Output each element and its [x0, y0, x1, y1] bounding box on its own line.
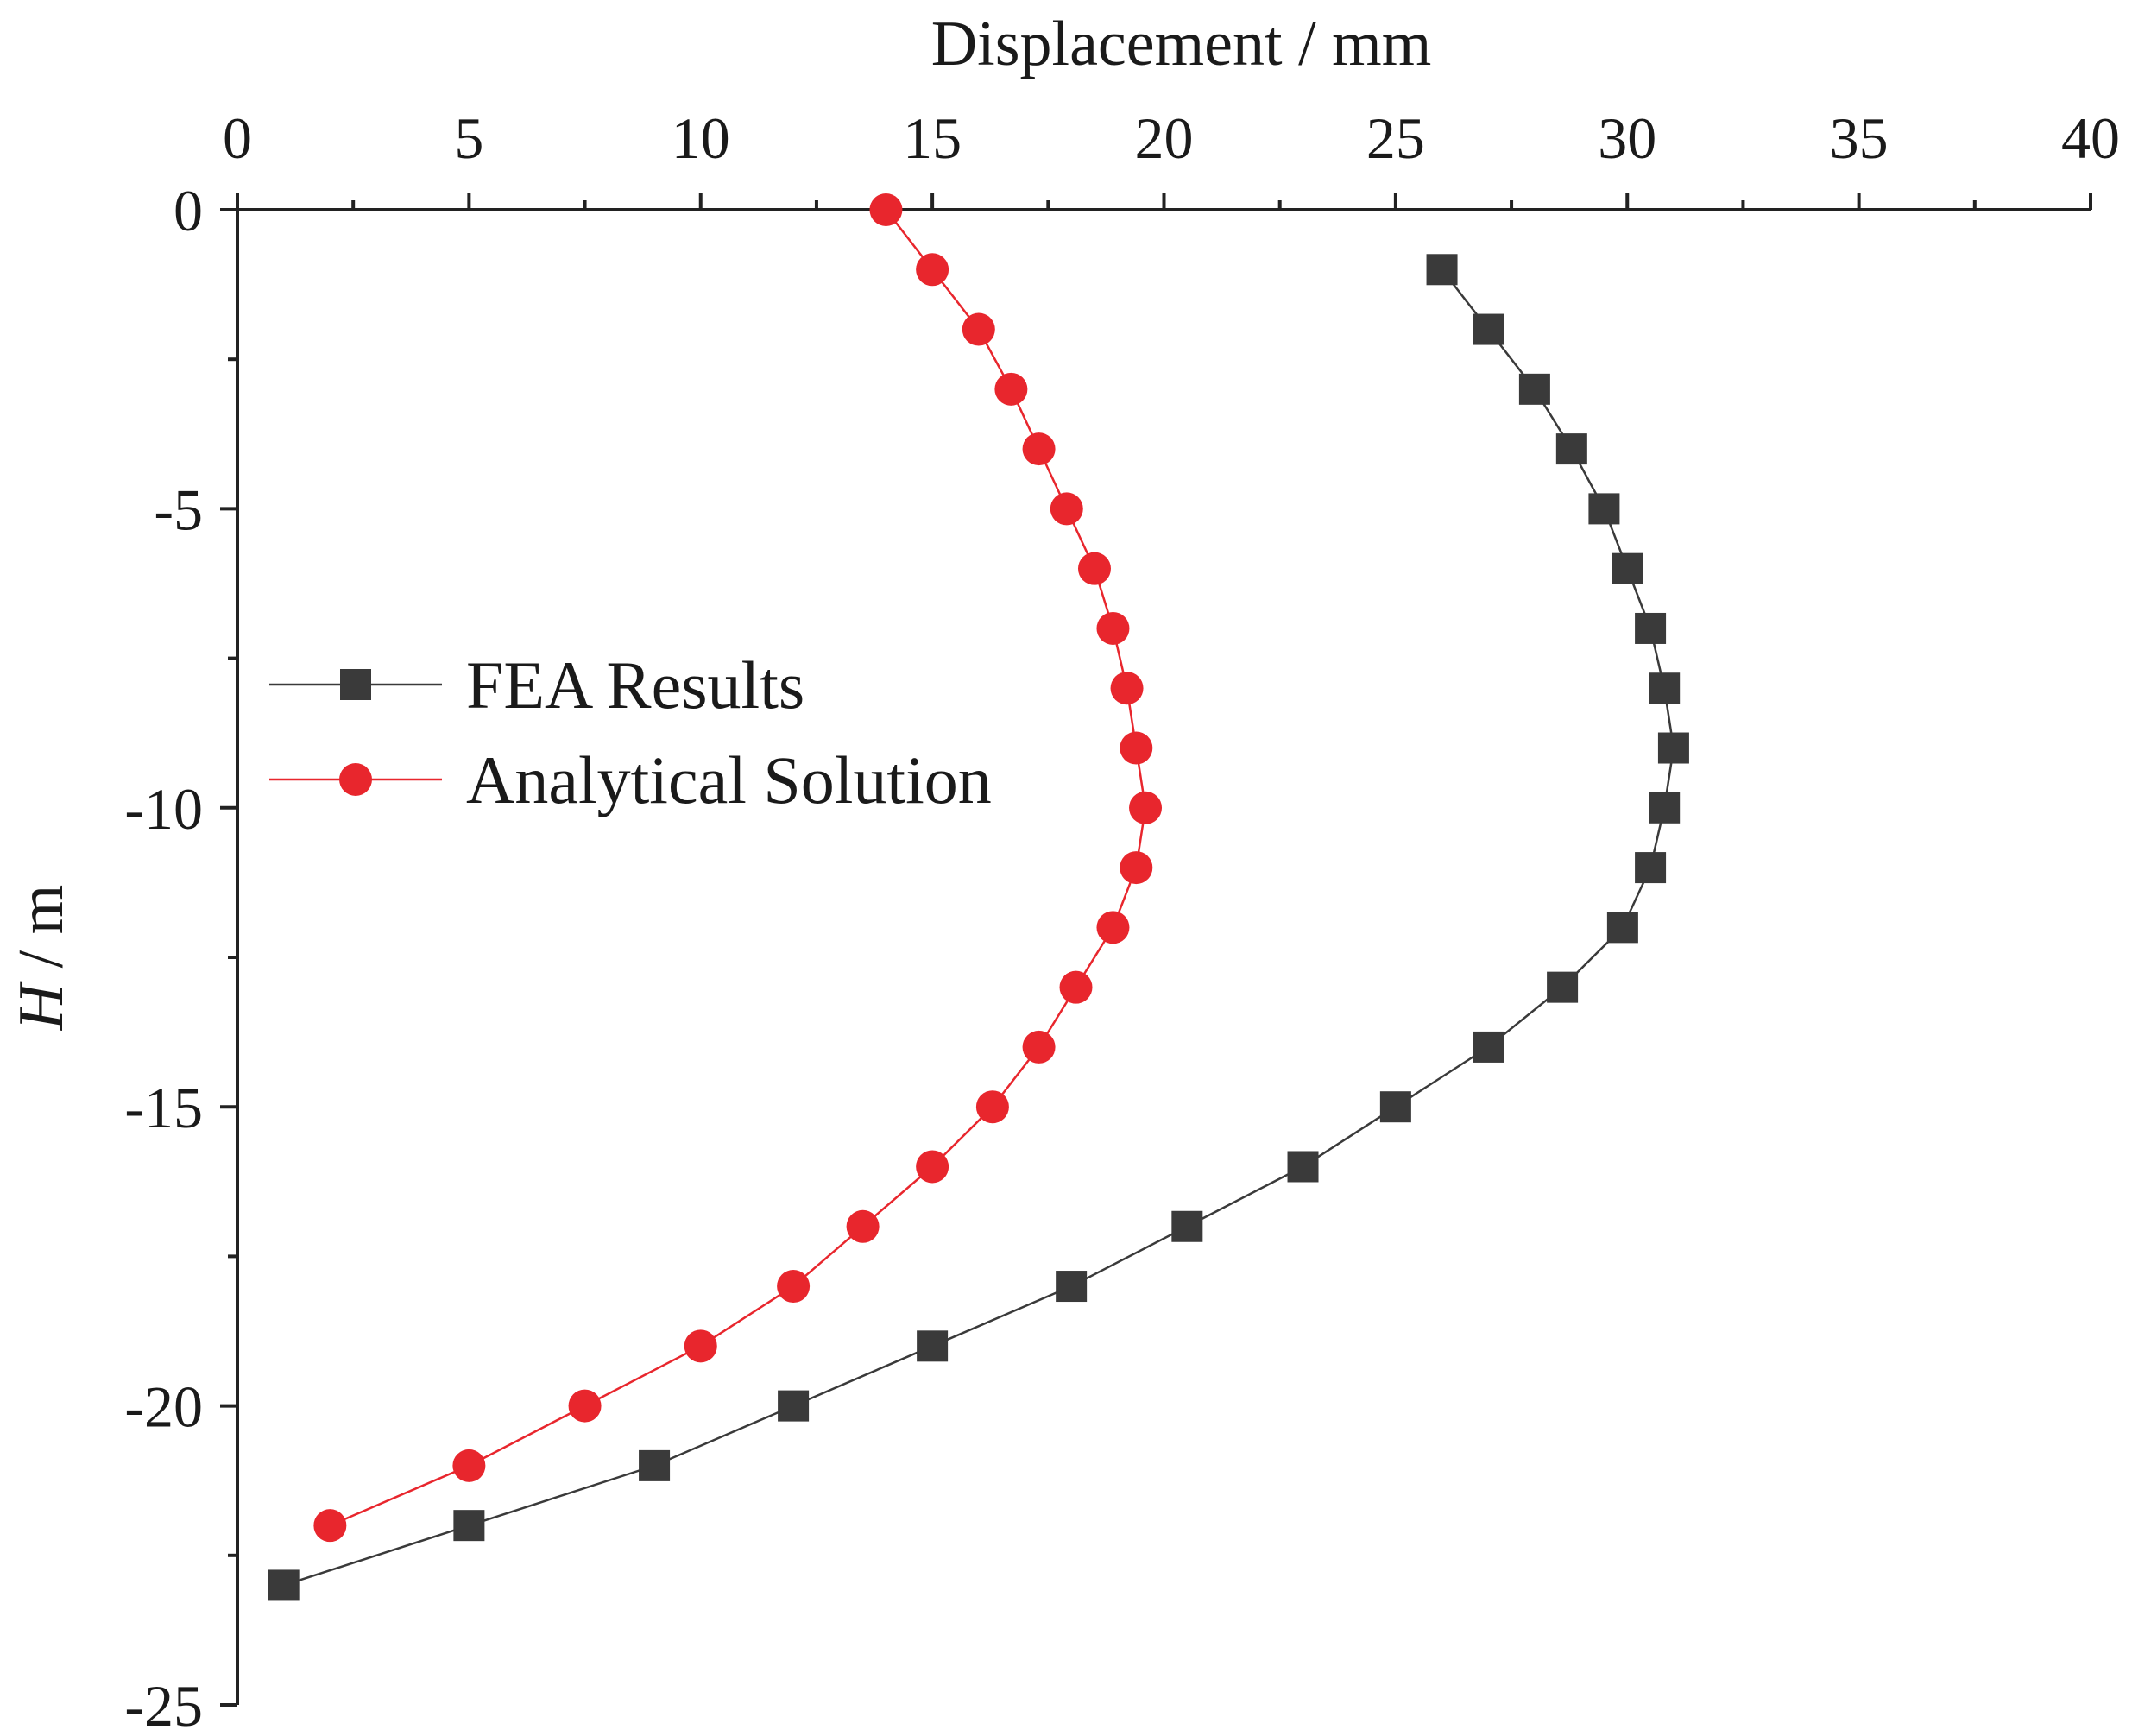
- data-point-square: [1473, 1031, 1504, 1063]
- y-axis-title-symbol: H: [6, 981, 77, 1031]
- data-point-circle: [1050, 492, 1083, 526]
- data-point-square: [1649, 792, 1681, 824]
- data-point-circle: [994, 372, 1028, 406]
- data-point-circle: [1096, 911, 1130, 944]
- data-point-square: [1473, 313, 1504, 345]
- y-axis-ticks: 0 -5 -10 -15 -20 -25: [124, 178, 237, 1736]
- data-point-circle: [1022, 432, 1056, 466]
- x-tick-label: 10: [672, 105, 730, 171]
- x-tick-label: 25: [1366, 105, 1425, 171]
- data-point-circle: [1120, 851, 1153, 885]
- series-line: [329, 209, 1147, 1527]
- y-tick-label: 0: [173, 178, 203, 243]
- data-point-circle: [1110, 672, 1144, 705]
- data-point-square: [1555, 433, 1587, 465]
- data-point-circle: [684, 1329, 717, 1363]
- data-point-square: [1547, 971, 1579, 1003]
- data-point-square: [1612, 552, 1643, 584]
- data-point-circle: [1120, 731, 1153, 765]
- x-tick-label: 15: [903, 105, 962, 171]
- data-point-circle: [1077, 552, 1111, 585]
- data-point-square: [917, 1330, 949, 1362]
- data-point-circle: [452, 1449, 486, 1482]
- x-tick-label: 0: [223, 105, 252, 171]
- data-point-circle: [916, 1150, 949, 1184]
- data-point-circle: [869, 193, 903, 226]
- x-tick-label: 20: [1135, 105, 1194, 171]
- x-axis-title: Displacement / mm: [931, 9, 1432, 79]
- data-point-square: [1657, 732, 1689, 764]
- series-fea-results: [268, 254, 1689, 1601]
- axes: 0 5 10 15 20 25 30 35 40 0 -5 -10 -15 -20 -25: [124, 105, 2120, 1736]
- y-tick-label: -5: [154, 477, 203, 542]
- data-point-square: [778, 1390, 810, 1422]
- series-line: [283, 268, 1675, 1587]
- data-point-square: [1606, 912, 1638, 944]
- data-point-circle: [1022, 1030, 1056, 1064]
- data-point-circle: [568, 1389, 602, 1423]
- legend-label-fea: FEA Results: [466, 647, 804, 723]
- legend-entry-analytical: Analytical Solution: [269, 742, 992, 817]
- data-point-square: [268, 1569, 300, 1601]
- y-tick-label: -20: [124, 1374, 203, 1440]
- data-point-circle: [962, 312, 995, 346]
- data-point-circle: [916, 253, 949, 287]
- legend-label-analytical: Analytical Solution: [466, 742, 992, 817]
- data-point-square: [1635, 612, 1667, 644]
- data-point-circle: [975, 1090, 1009, 1124]
- y-axis-title-unit: / m: [6, 885, 77, 984]
- y-tick-label: -15: [124, 1075, 203, 1140]
- data-point-circle: [1129, 791, 1163, 824]
- data-point-square: [639, 1449, 671, 1481]
- y-tick-label: -10: [124, 776, 203, 842]
- series-layer: [268, 193, 1689, 1601]
- x-tick-label: 5: [454, 105, 483, 171]
- legend: FEA Results Analytical Solution: [269, 647, 992, 817]
- data-point-square: [1171, 1210, 1203, 1242]
- x-axis-ticks: 0 5 10 15 20 25 30 35 40: [223, 105, 2120, 210]
- data-point-circle: [1059, 970, 1093, 1004]
- data-point-square: [1588, 493, 1620, 525]
- data-point-circle: [846, 1209, 880, 1243]
- series-analytical-solution: [313, 193, 1163, 1543]
- x-tick-label: 30: [1598, 105, 1656, 171]
- data-point-square: [1287, 1151, 1319, 1183]
- data-point-square: [1056, 1271, 1088, 1303]
- legend-marker-fea: [340, 669, 371, 700]
- data-point-square: [1379, 1091, 1411, 1123]
- data-point-circle: [777, 1270, 811, 1304]
- y-axis-title: H / m: [6, 885, 77, 1032]
- legend-entry-fea: FEA Results: [269, 647, 804, 723]
- data-point-square: [1518, 373, 1550, 405]
- data-point-square: [1426, 254, 1458, 286]
- y-tick-label: -25: [124, 1673, 203, 1736]
- data-point-square: [1649, 672, 1681, 704]
- data-point-circle: [1096, 611, 1130, 645]
- data-point-square: [1635, 852, 1667, 884]
- data-point-square: [453, 1510, 485, 1542]
- legend-marker-analytical: [339, 763, 372, 796]
- x-tick-label: 40: [2061, 105, 2120, 171]
- x-tick-label: 35: [1830, 105, 1889, 171]
- data-point-circle: [313, 1509, 347, 1543]
